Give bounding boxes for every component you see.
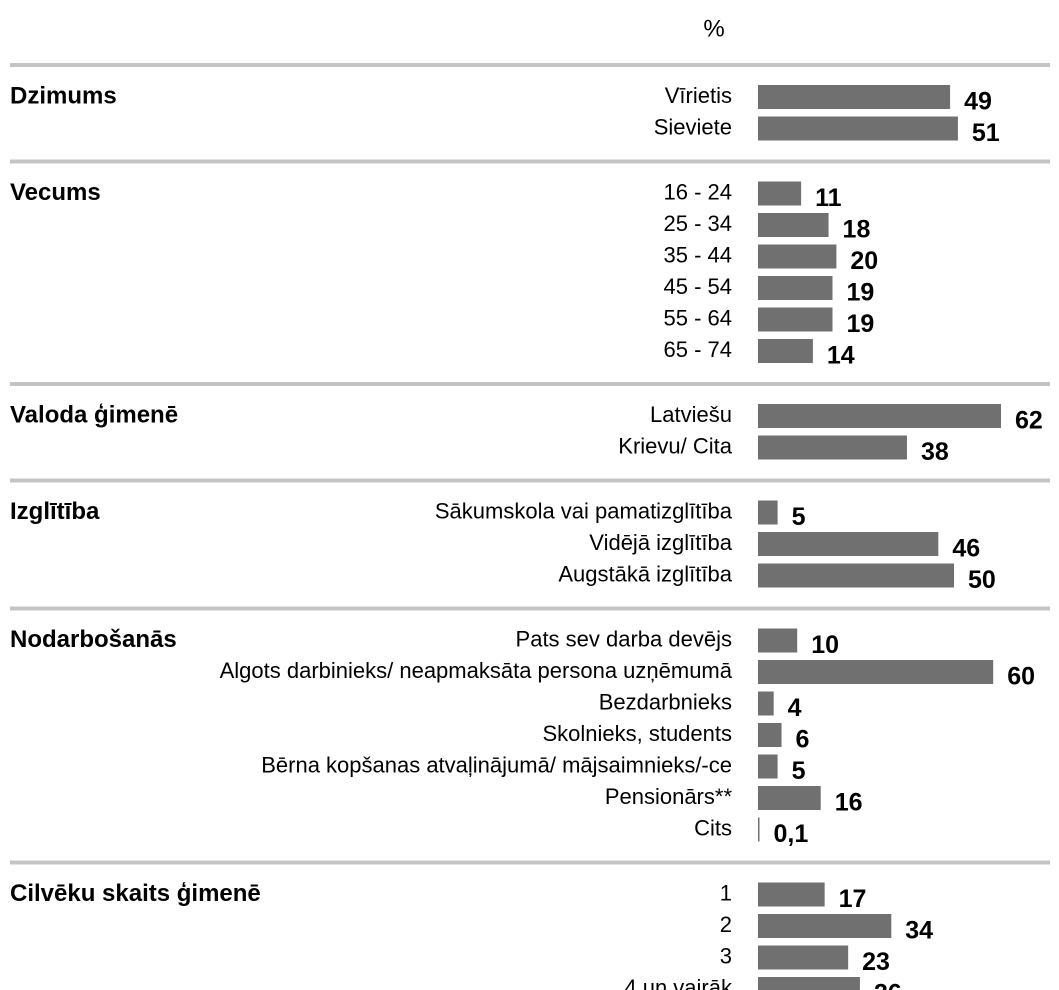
bar xyxy=(758,882,825,907)
category-label: 3 xyxy=(720,943,732,968)
bar xyxy=(758,723,782,747)
category-label: Latviešu xyxy=(650,402,732,427)
value-label: 11 xyxy=(815,184,842,212)
bar xyxy=(758,500,778,525)
bar xyxy=(758,914,892,938)
value-label: 19 xyxy=(846,310,874,338)
value-label: 5 xyxy=(792,757,806,785)
category-label: Sieviete xyxy=(654,114,732,139)
bar xyxy=(758,276,833,300)
category-label: Bezdarbnieks xyxy=(599,689,732,714)
group-label: Izglītība xyxy=(10,498,100,525)
group-label: Cilvēku skaits ģimenē xyxy=(10,880,261,907)
value-label: 10 xyxy=(811,631,839,659)
bar xyxy=(758,817,760,842)
value-label: 34 xyxy=(905,917,933,945)
value-label: 6 xyxy=(796,726,810,754)
category-label: Krievu/ Cita xyxy=(618,433,732,458)
category-label: Vīrietis xyxy=(665,83,732,108)
bar xyxy=(758,85,951,109)
category-label: 4 un vairāk xyxy=(624,975,733,990)
bar xyxy=(758,977,860,990)
bar xyxy=(758,181,802,206)
value-label: 49 xyxy=(964,88,992,116)
value-label: 46 xyxy=(952,535,980,563)
value-label: 14 xyxy=(827,342,855,370)
value-label: 20 xyxy=(850,247,878,275)
group-label: Nodarbošanās xyxy=(10,626,177,653)
category-label: 65 - 74 xyxy=(664,337,733,362)
category-label: Augstākā izglītība xyxy=(558,561,732,586)
value-label: 17 xyxy=(839,885,867,913)
category-label: 25 - 34 xyxy=(664,211,733,236)
value-label: 62 xyxy=(1015,407,1043,435)
bar xyxy=(758,660,994,684)
category-label: 45 - 54 xyxy=(664,274,733,299)
category-label: 55 - 64 xyxy=(664,305,733,330)
value-label: 0,1 xyxy=(774,820,809,848)
category-label: Vidējā izglītība xyxy=(589,530,732,555)
bar xyxy=(758,754,778,779)
bar xyxy=(758,532,939,556)
category-label: Sākumskola vai pamatizglītība xyxy=(435,498,733,523)
value-label: 60 xyxy=(1007,663,1035,691)
value-label: 51 xyxy=(972,119,1000,147)
category-label: 1 xyxy=(720,880,732,905)
bar xyxy=(758,339,813,363)
category-label: Pensionārs** xyxy=(605,784,733,809)
category-label: Bērna kopšanas atvaļinājumā/ mājsaimniek… xyxy=(261,752,732,777)
bar xyxy=(758,244,837,269)
value-label: 23 xyxy=(862,948,890,976)
value-label: 38 xyxy=(921,438,949,466)
bar xyxy=(758,116,958,141)
chart-title: % xyxy=(703,15,724,42)
bar xyxy=(758,945,849,970)
bar xyxy=(758,563,954,588)
value-label: 5 xyxy=(792,503,806,531)
category-label: Algots darbinieks/ neapmaksāta persona u… xyxy=(220,658,733,683)
bar xyxy=(758,404,1002,428)
category-label: 2 xyxy=(720,912,732,937)
bar xyxy=(758,628,798,653)
value-label: 26 xyxy=(874,980,902,990)
category-label: Skolnieks, students xyxy=(542,721,732,746)
bar xyxy=(758,307,833,332)
bar xyxy=(758,435,907,460)
value-label: 18 xyxy=(843,216,871,244)
bar xyxy=(758,691,774,716)
value-label: 50 xyxy=(968,566,996,594)
bar xyxy=(758,786,821,810)
bar xyxy=(758,213,829,237)
category-label: Cits xyxy=(694,815,732,840)
group-label: Valoda ģimenē xyxy=(10,401,178,428)
category-label: 35 - 44 xyxy=(664,242,733,267)
group-label: Dzimums xyxy=(10,82,117,109)
category-label: Pats sev darba devējs xyxy=(516,626,732,651)
value-label: 16 xyxy=(835,789,863,817)
value-label: 4 xyxy=(788,694,802,722)
group-label: Vecums xyxy=(10,179,101,206)
category-label: 16 - 24 xyxy=(664,179,733,204)
value-label: 19 xyxy=(846,279,874,307)
